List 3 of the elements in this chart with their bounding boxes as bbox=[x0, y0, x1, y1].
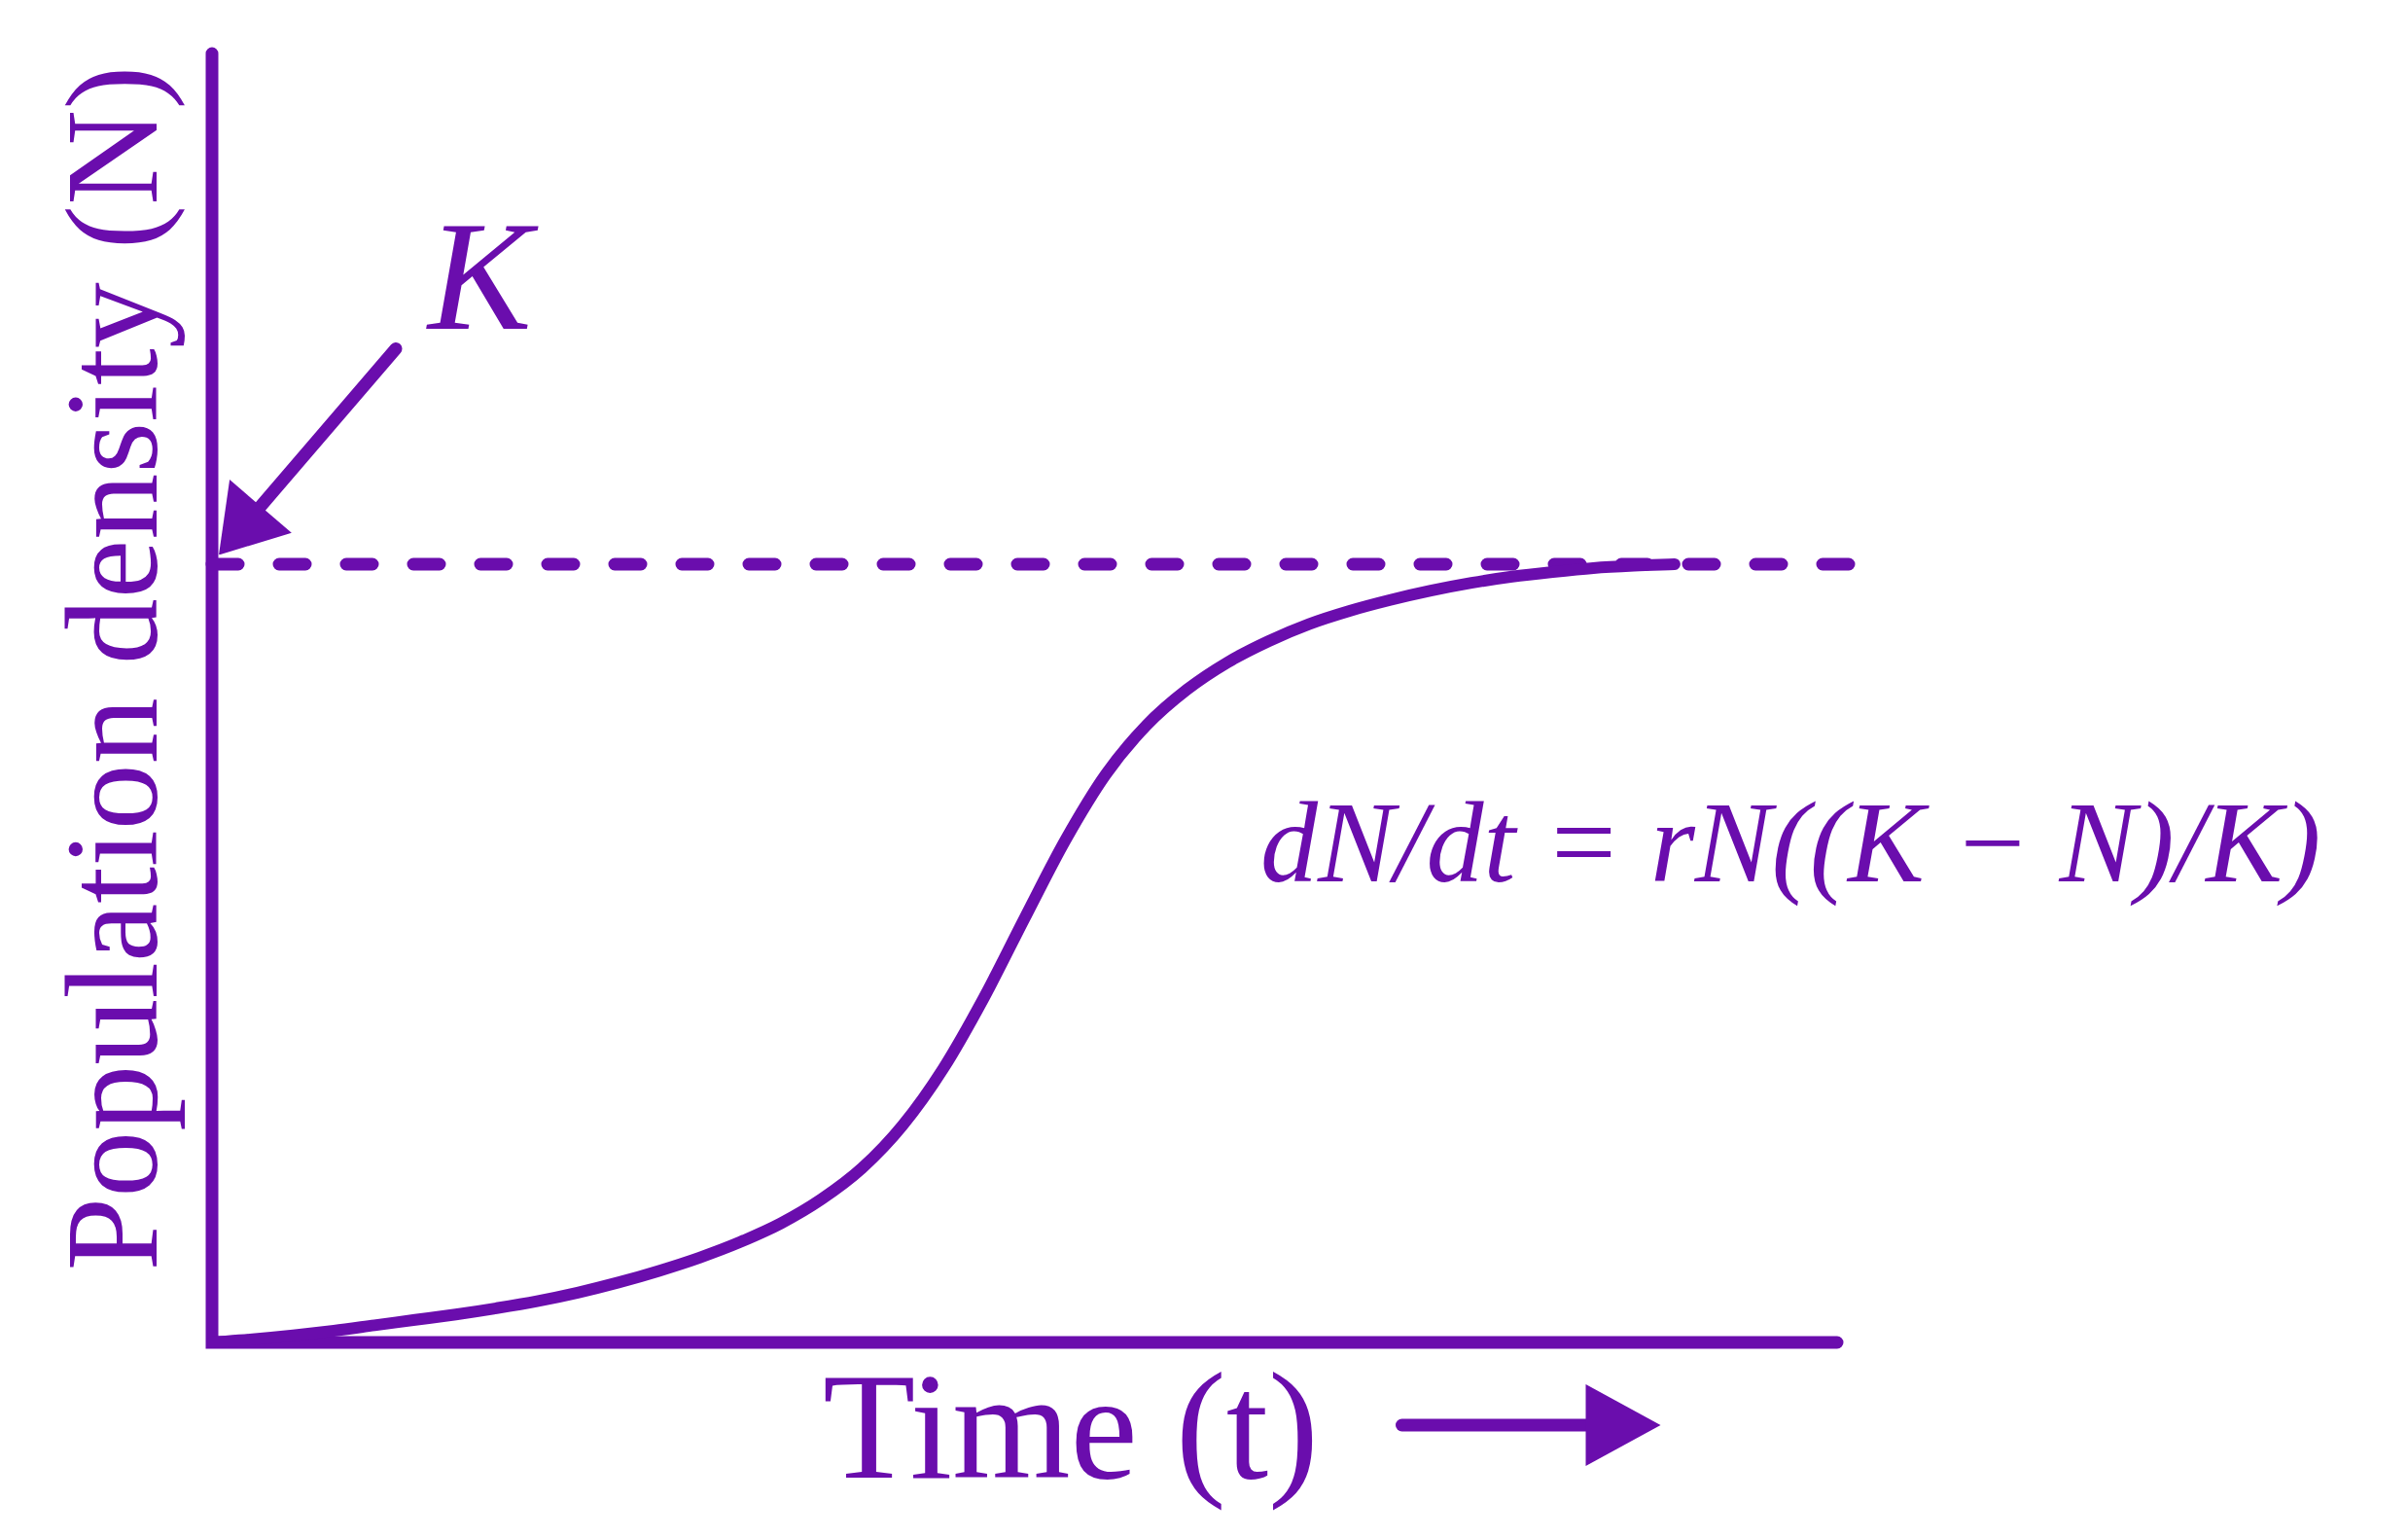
x-axis-title: Time (t) bbox=[823, 1342, 1319, 1511]
y-axis-title: Population density (N) bbox=[39, 64, 185, 1271]
annotation: dN/dt = rN((K − N)/K) bbox=[1260, 779, 2321, 907]
